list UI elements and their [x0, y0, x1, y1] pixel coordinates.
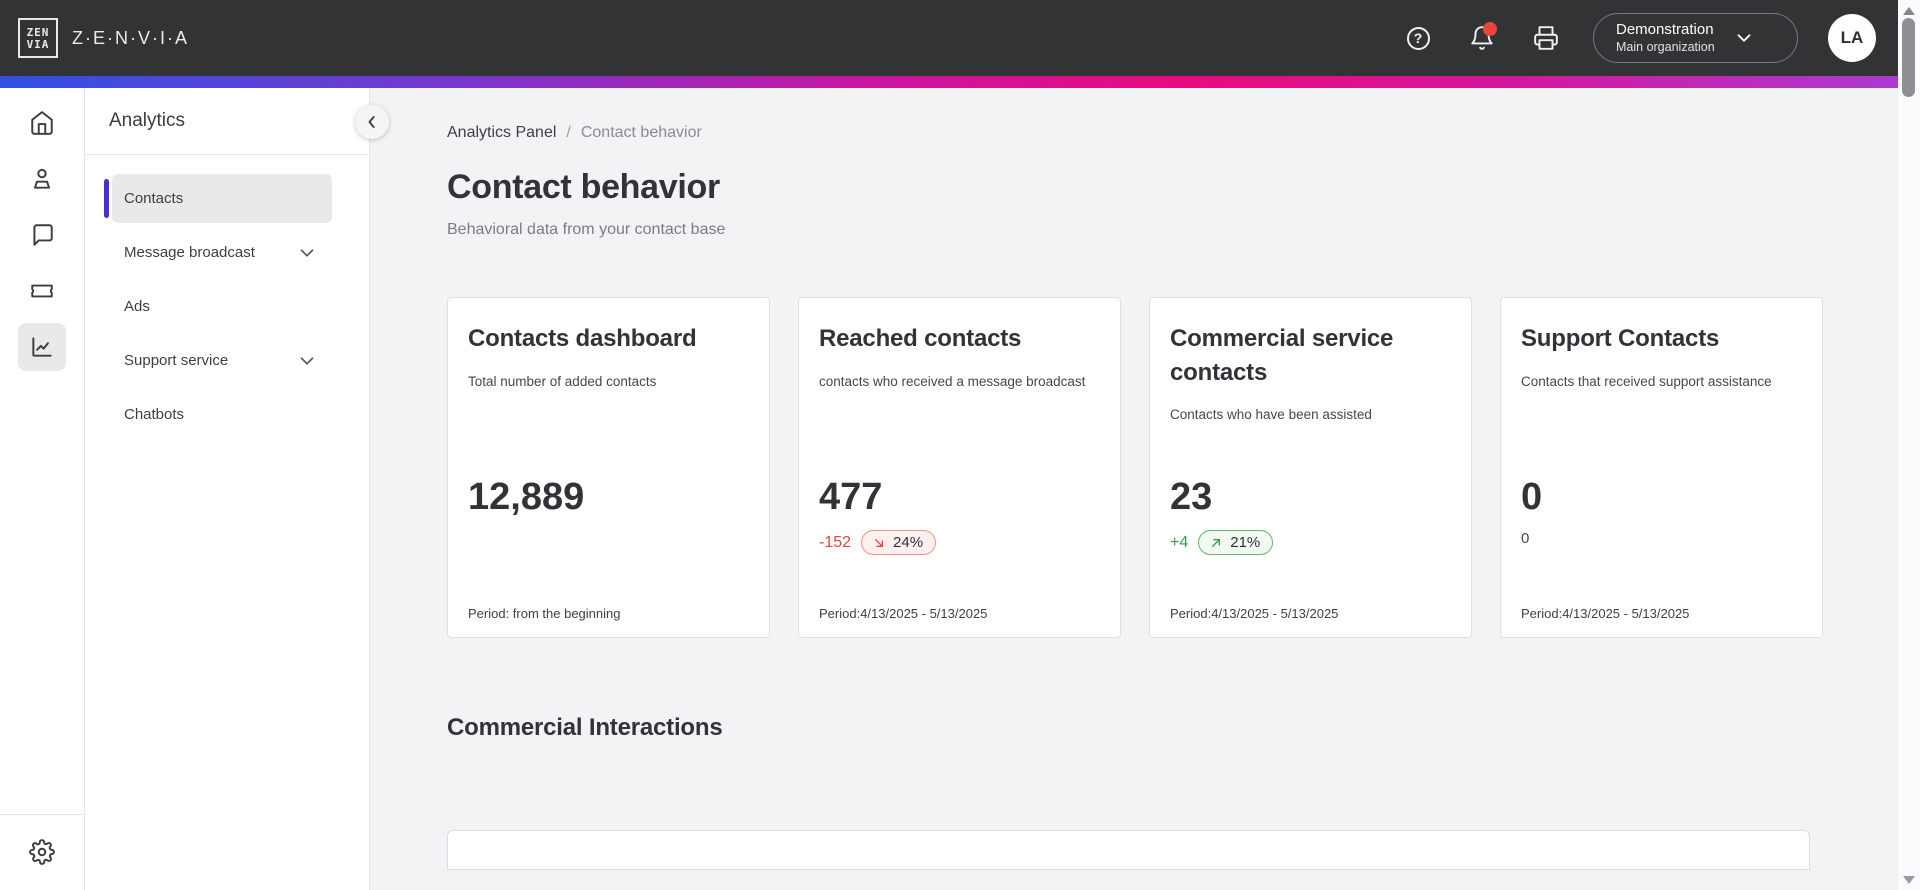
print-button[interactable] — [1529, 21, 1563, 55]
card-title: Support Contacts — [1521, 325, 1720, 352]
badge-percent: 24% — [893, 534, 924, 551]
chevron-down-icon — [296, 242, 318, 264]
kpi-cards-row: Contacts dashboard Total number of added… — [447, 297, 1920, 638]
card-contacts-dashboard: Contacts dashboard Total number of added… — [447, 297, 770, 638]
rail-item-settings[interactable] — [14, 832, 70, 872]
organization-sublabel: Main organization — [1616, 39, 1715, 54]
brand-wordmark: Z·E·N·V·I·A — [72, 27, 189, 48]
analytics-sidebar: Analytics Contacts Message broadcast Ads… — [85, 88, 370, 890]
card-description: Contacts who have been assisted — [1170, 407, 1372, 423]
zenvia-logo[interactable]: ZEN VIA Z·E·N·V·I·A — [18, 18, 189, 58]
card-title: Commercial service contacts — [1170, 325, 1394, 386]
card-period: Period: from the beginning — [468, 606, 621, 621]
line-chart-icon — [32, 337, 52, 357]
commercial-interactions-card-partial — [447, 830, 1810, 870]
delta-value: +4 — [1170, 533, 1189, 551]
sidebar-collapse-button[interactable] — [355, 105, 389, 139]
scrollbar-down-arrow[interactable] — [1903, 876, 1915, 884]
notification-badge-dot — [1483, 22, 1497, 36]
sidebar-item-label: Contacts — [124, 190, 184, 207]
breadcrumb-analytics-panel[interactable]: Analytics Panel — [447, 124, 557, 141]
notifications-button[interactable] — [1465, 21, 1499, 55]
section-heading-commercial-interactions: Commercial Interactions — [447, 714, 723, 741]
card-commercial-service-contacts: Commercial service contacts Contacts who… — [1149, 297, 1472, 638]
user-avatar[interactable]: LA — [1828, 14, 1876, 62]
sidebar-item-label: Chatbots — [124, 406, 185, 423]
card-period: Period:4/13/2025 - 5/13/2025 — [819, 606, 988, 621]
badge-percent: 21% — [1230, 534, 1261, 551]
person-icon — [33, 168, 51, 189]
card-period: Period:4/13/2025 - 5/13/2025 — [1521, 606, 1690, 621]
card-title: Contacts dashboard — [468, 325, 697, 352]
app-shell: Analytics Contacts Message broadcast Ads… — [0, 88, 1920, 890]
card-description: Total number of added contacts — [468, 373, 657, 389]
breadcrumb-current: Contact behavior — [580, 124, 702, 141]
sidebar-item-ads[interactable]: Ads — [112, 282, 332, 331]
card-reached-contacts: Reached contacts contacts who received a… — [798, 297, 1121, 638]
brand-gradient-strip — [0, 76, 1920, 88]
topbar-actions: ? Demonstration Main organization LA — [1401, 12, 1876, 64]
zenvia-logo-icon: ZEN VIA — [18, 18, 58, 58]
icon-rail — [0, 88, 85, 890]
printer-icon — [1534, 26, 1558, 50]
breadcrumb: Analytics Panel / Contact behavior — [447, 124, 1920, 142]
organization-switcher[interactable]: Demonstration Main organization — [1593, 12, 1798, 64]
sidebar-item-support-service[interactable]: Support service — [112, 336, 332, 385]
trend-down-icon — [875, 538, 884, 547]
rail-item-analytics[interactable] — [14, 319, 70, 375]
rail-bottom-section — [0, 814, 84, 890]
card-description: Contacts that received support assistanc… — [1521, 373, 1772, 389]
chevron-down-icon — [296, 350, 318, 372]
top-bar: ZEN VIA Z·E·N·V·I·A ? Demonstration Main … — [0, 0, 1920, 76]
chevron-left-icon — [368, 116, 375, 128]
page-scrollbar — [1898, 0, 1920, 890]
sidebar-title: Analytics — [109, 110, 186, 131]
sidebar-item-message-broadcast[interactable]: Message broadcast — [112, 228, 332, 277]
delta-value: 0 — [1521, 530, 1530, 547]
main-content: Analytics Panel / Contact behavior Conta… — [370, 88, 1920, 890]
card-period: Period:4/13/2025 - 5/13/2025 — [1170, 606, 1339, 621]
card-support-contacts: Support Contacts Contacts that received … — [1500, 297, 1823, 638]
card-delta-row: 0 — [1521, 530, 1529, 547]
rail-item-conversations[interactable] — [14, 207, 70, 263]
card-value: 12,889 — [468, 476, 585, 518]
gear-icon — [29, 839, 55, 865]
trend-badge-down: 24% — [861, 530, 937, 555]
card-title: Reached contacts — [819, 325, 1022, 352]
help-icon: ? — [1406, 26, 1430, 50]
card-description: contacts who received a message broadcas… — [819, 373, 1086, 389]
card-delta-row: +4 21% — [1170, 530, 1274, 555]
rail-item-tickets[interactable] — [14, 263, 70, 319]
rail-item-home[interactable] — [14, 95, 70, 151]
sidebar-item-label: Message broadcast — [124, 244, 255, 261]
card-delta-row: -152 24% — [819, 530, 937, 555]
chevron-down-icon — [1737, 34, 1751, 42]
delta-value: -152 — [819, 533, 852, 551]
home-icon — [31, 111, 53, 135]
ticket-icon — [31, 284, 53, 298]
trend-badge-up: 21% — [1198, 530, 1274, 555]
sidebar-divider — [85, 154, 369, 155]
sidebar-item-contacts[interactable]: Contacts — [104, 174, 332, 223]
sidebar-item-label: Ads — [124, 298, 150, 315]
card-value: 0 — [1521, 476, 1543, 518]
page-subtitle: Behavioral data from your contact base — [447, 221, 726, 238]
trend-up-icon — [1212, 538, 1221, 547]
card-value: 23 — [1170, 476, 1213, 518]
scrollbar-thumb[interactable] — [1902, 18, 1915, 97]
organization-name: Demonstration — [1616, 20, 1714, 38]
scrollbar-up-arrow[interactable] — [1903, 7, 1915, 15]
chat-bubble-icon — [33, 224, 53, 246]
page-title: Contact behavior — [447, 168, 720, 206]
breadcrumb-separator: / — [566, 124, 571, 141]
card-value: 477 — [819, 476, 883, 518]
help-button[interactable]: ? — [1401, 21, 1435, 55]
sidebar-nav: Contacts Message broadcast Ads Support s… — [85, 155, 369, 439]
sidebar-item-label: Support service — [124, 352, 229, 369]
rail-item-contacts[interactable] — [14, 151, 70, 207]
sidebar-item-chatbots[interactable]: Chatbots — [112, 390, 332, 439]
